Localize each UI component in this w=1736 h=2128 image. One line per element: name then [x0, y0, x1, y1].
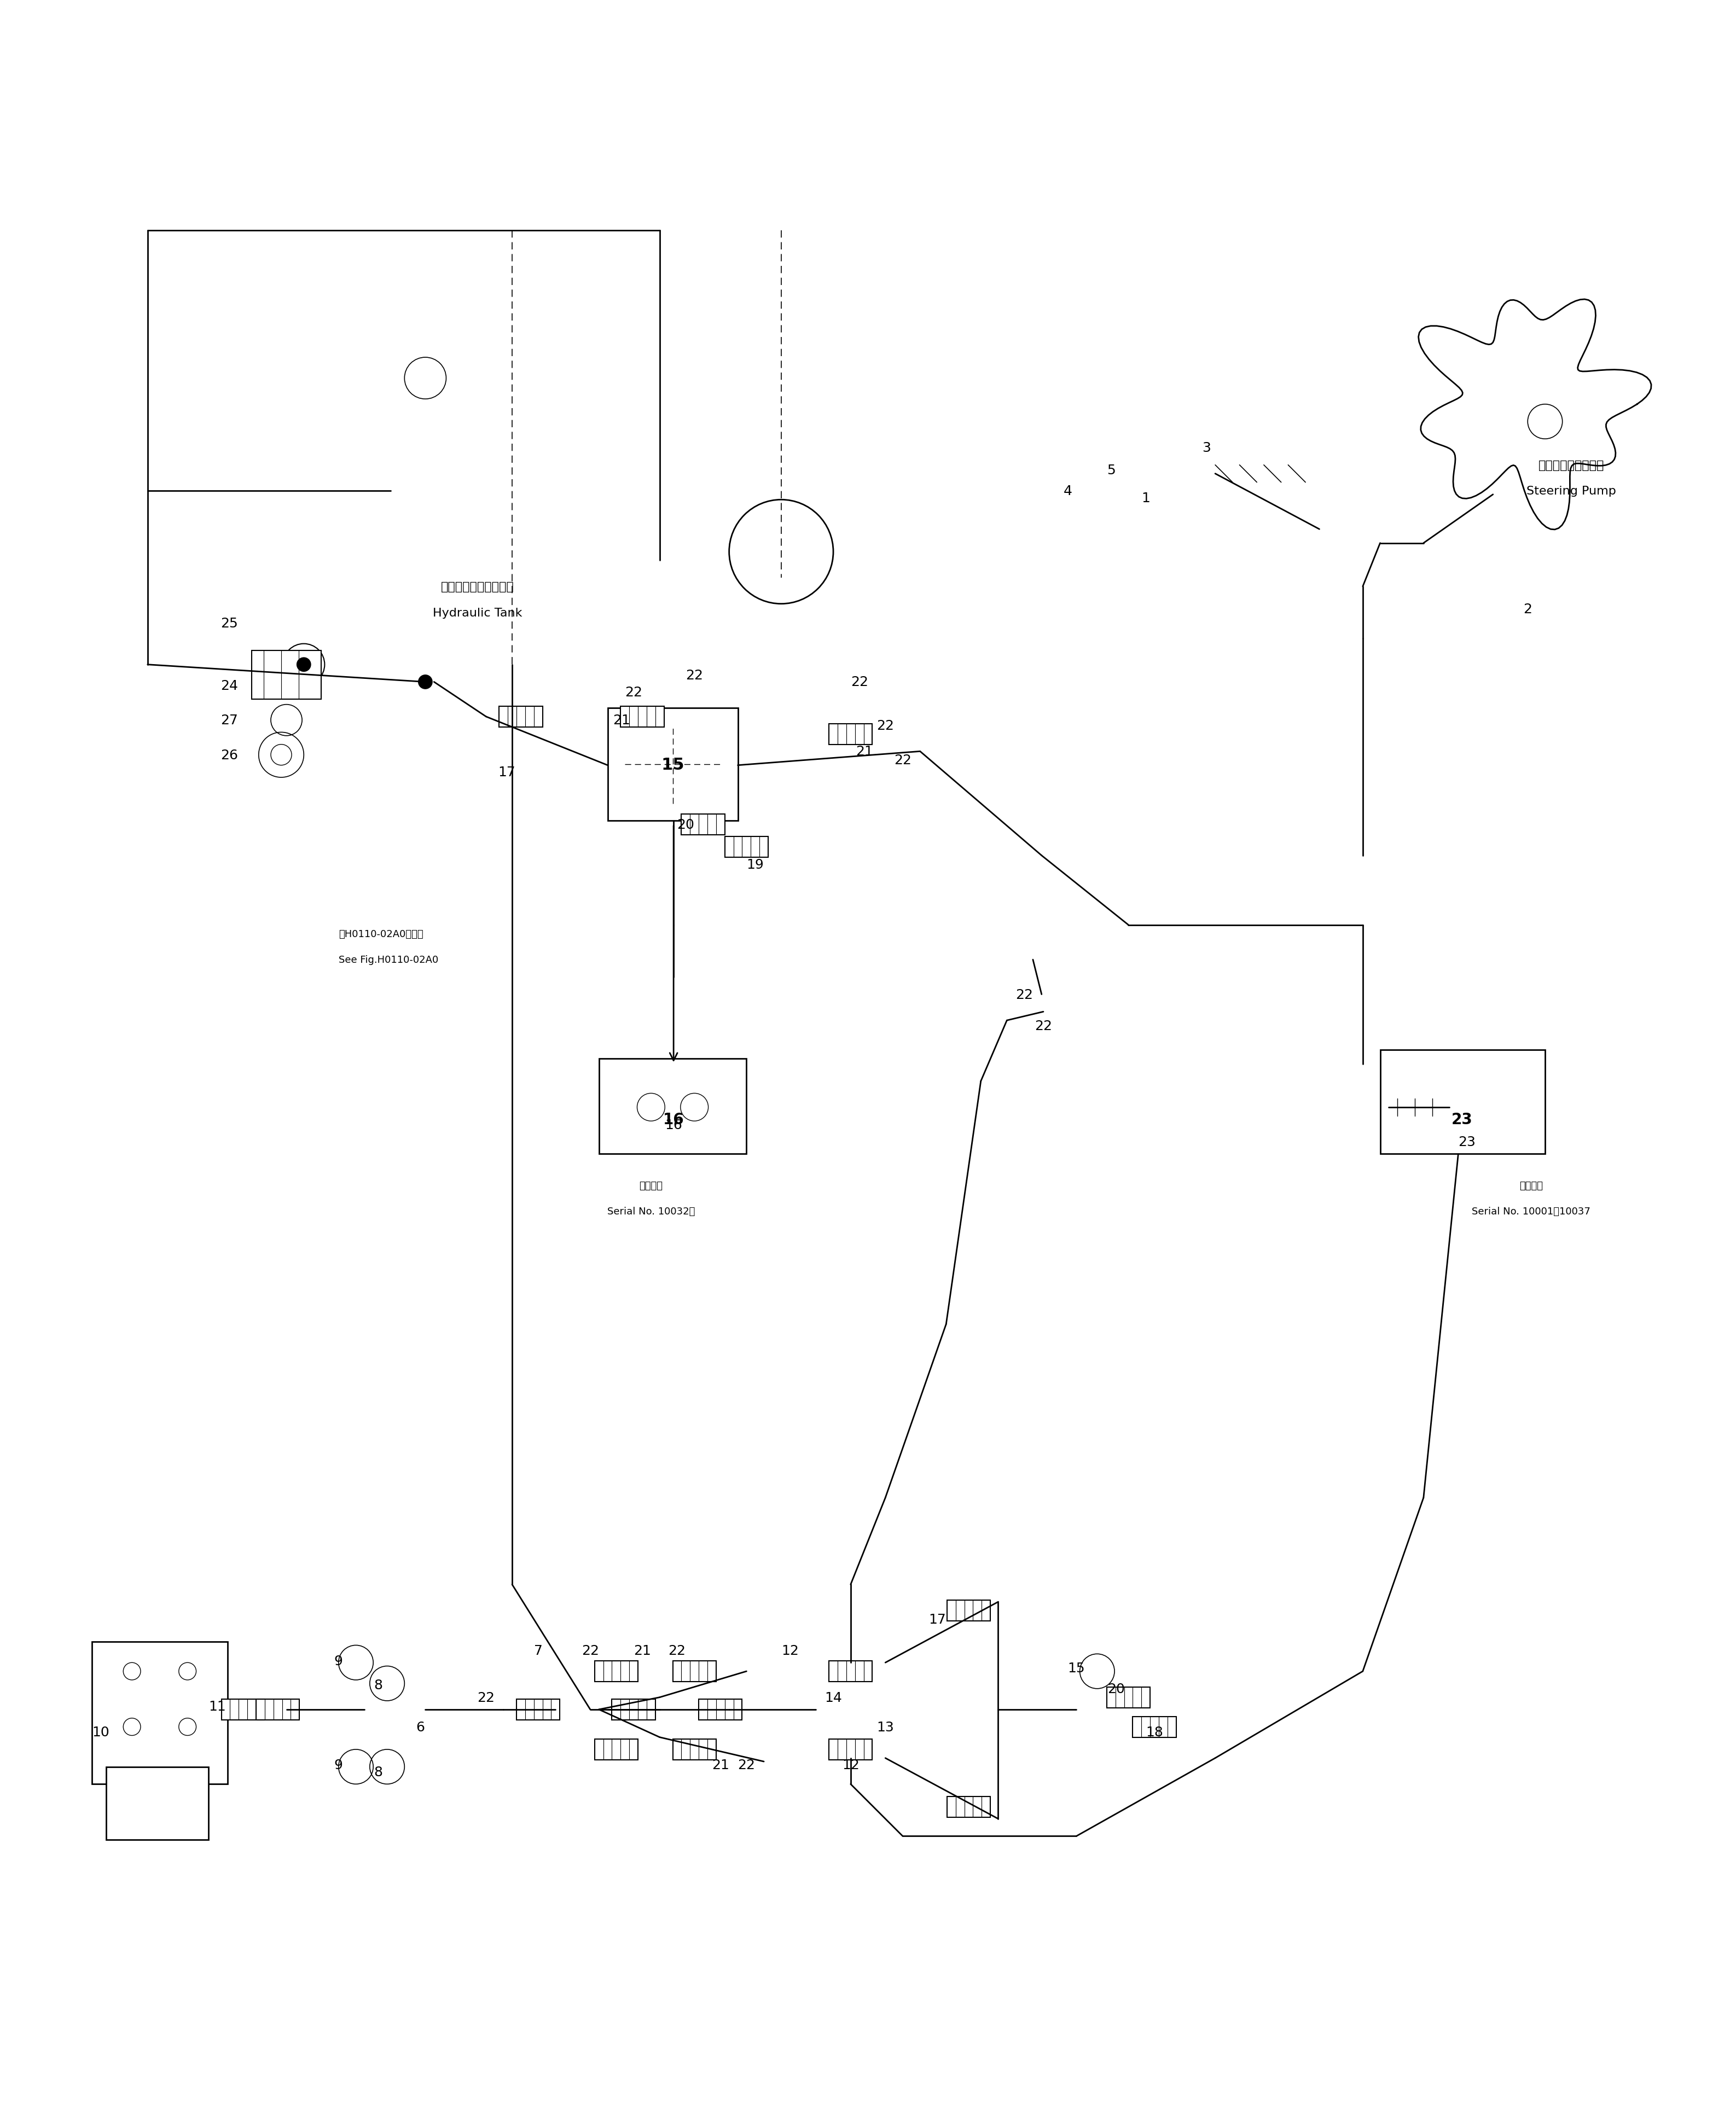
Text: 16: 16 [663, 1111, 684, 1128]
FancyBboxPatch shape [1380, 1049, 1545, 1153]
Text: 適用号機: 適用号機 [1519, 1181, 1543, 1190]
Text: 15: 15 [1068, 1662, 1085, 1675]
Bar [257, 1698, 299, 1719]
Bar [611, 1698, 654, 1719]
Text: 12: 12 [842, 1758, 859, 1773]
Bar [726, 836, 767, 858]
Bar [594, 1662, 637, 1681]
Text: 22: 22 [668, 1645, 686, 1658]
Text: 22: 22 [1035, 1019, 1052, 1032]
Text: 10: 10 [92, 1726, 109, 1739]
Bar [517, 1698, 559, 1719]
Text: 1: 1 [1141, 492, 1151, 504]
Text: 7: 7 [533, 1645, 543, 1658]
Bar [594, 1739, 637, 1760]
Circle shape [418, 675, 432, 689]
Text: 12: 12 [781, 1645, 799, 1658]
Text: 8: 8 [373, 1679, 384, 1692]
Bar [252, 651, 321, 700]
Text: Serial No. 10001～10037: Serial No. 10001～10037 [1472, 1207, 1590, 1217]
Bar [1108, 1688, 1149, 1709]
Text: Serial No. 10032～: Serial No. 10032～ [608, 1207, 694, 1217]
Text: 13: 13 [877, 1719, 894, 1734]
Text: 2: 2 [1522, 602, 1533, 615]
Text: 8: 8 [373, 1766, 384, 1779]
Text: 第H0110-02A0図参照: 第H0110-02A0図参照 [339, 930, 424, 938]
Text: 19: 19 [746, 858, 764, 870]
Text: 26: 26 [220, 749, 238, 762]
Text: 24: 24 [220, 679, 238, 692]
Text: Hydraulic Tank: Hydraulic Tank [432, 606, 523, 619]
Bar [1132, 1717, 1177, 1736]
Text: Steering Pump: Steering Pump [1526, 485, 1616, 496]
Text: 20: 20 [677, 817, 694, 832]
Text: 22: 22 [877, 719, 894, 732]
Text: 22: 22 [738, 1758, 755, 1773]
Bar [674, 1662, 717, 1681]
Text: 22: 22 [625, 685, 642, 700]
Text: 6: 6 [415, 1719, 425, 1734]
Text: ハイドロリックタンク: ハイドロリックタンク [441, 581, 514, 592]
Text: 14: 14 [825, 1692, 842, 1705]
Text: 21: 21 [634, 1645, 651, 1658]
Bar [828, 1662, 871, 1681]
Text: 16: 16 [665, 1117, 682, 1132]
Text: 25: 25 [220, 617, 238, 630]
Text: 18: 18 [1146, 1726, 1163, 1739]
Text: 23: 23 [1458, 1136, 1476, 1149]
Text: 22: 22 [477, 1692, 495, 1705]
Text: See Fig.H0110-02A0: See Fig.H0110-02A0 [339, 955, 437, 964]
Bar [828, 1739, 871, 1760]
Text: 9: 9 [333, 1758, 344, 1773]
Text: 11: 11 [208, 1700, 226, 1713]
Bar [828, 724, 871, 745]
Text: 21: 21 [856, 745, 873, 758]
Text: ステアリングポンプ: ステアリングポンプ [1538, 460, 1604, 470]
Text: 17: 17 [498, 766, 516, 779]
Circle shape [297, 658, 311, 672]
Text: 20: 20 [1108, 1681, 1125, 1696]
Text: 適用号機: 適用号機 [639, 1181, 663, 1190]
Text: 22: 22 [686, 668, 703, 681]
Text: 17: 17 [929, 1613, 946, 1626]
Bar [948, 1796, 990, 1817]
FancyBboxPatch shape [608, 709, 738, 821]
Text: 23: 23 [1451, 1111, 1472, 1128]
FancyBboxPatch shape [599, 1060, 746, 1153]
FancyBboxPatch shape [106, 1766, 208, 1841]
Bar [674, 1739, 717, 1760]
Text: 15: 15 [661, 758, 684, 772]
Bar [222, 1698, 264, 1719]
Text: 27: 27 [220, 713, 238, 728]
Text: 22: 22 [1016, 987, 1033, 1000]
Bar [681, 815, 726, 834]
Text: 22: 22 [894, 753, 911, 766]
Text: 9: 9 [333, 1653, 344, 1668]
Text: 22: 22 [582, 1645, 599, 1658]
FancyBboxPatch shape [92, 1643, 227, 1783]
Text: 21: 21 [613, 713, 630, 728]
Text: 22: 22 [851, 677, 868, 689]
Text: 21: 21 [712, 1758, 729, 1773]
Bar [948, 1600, 990, 1622]
Text: 5: 5 [1108, 464, 1115, 477]
Bar [698, 1698, 741, 1719]
Text: 4: 4 [1062, 485, 1073, 498]
Text: 3: 3 [1201, 440, 1212, 455]
Bar [620, 706, 663, 728]
Bar [500, 706, 542, 728]
